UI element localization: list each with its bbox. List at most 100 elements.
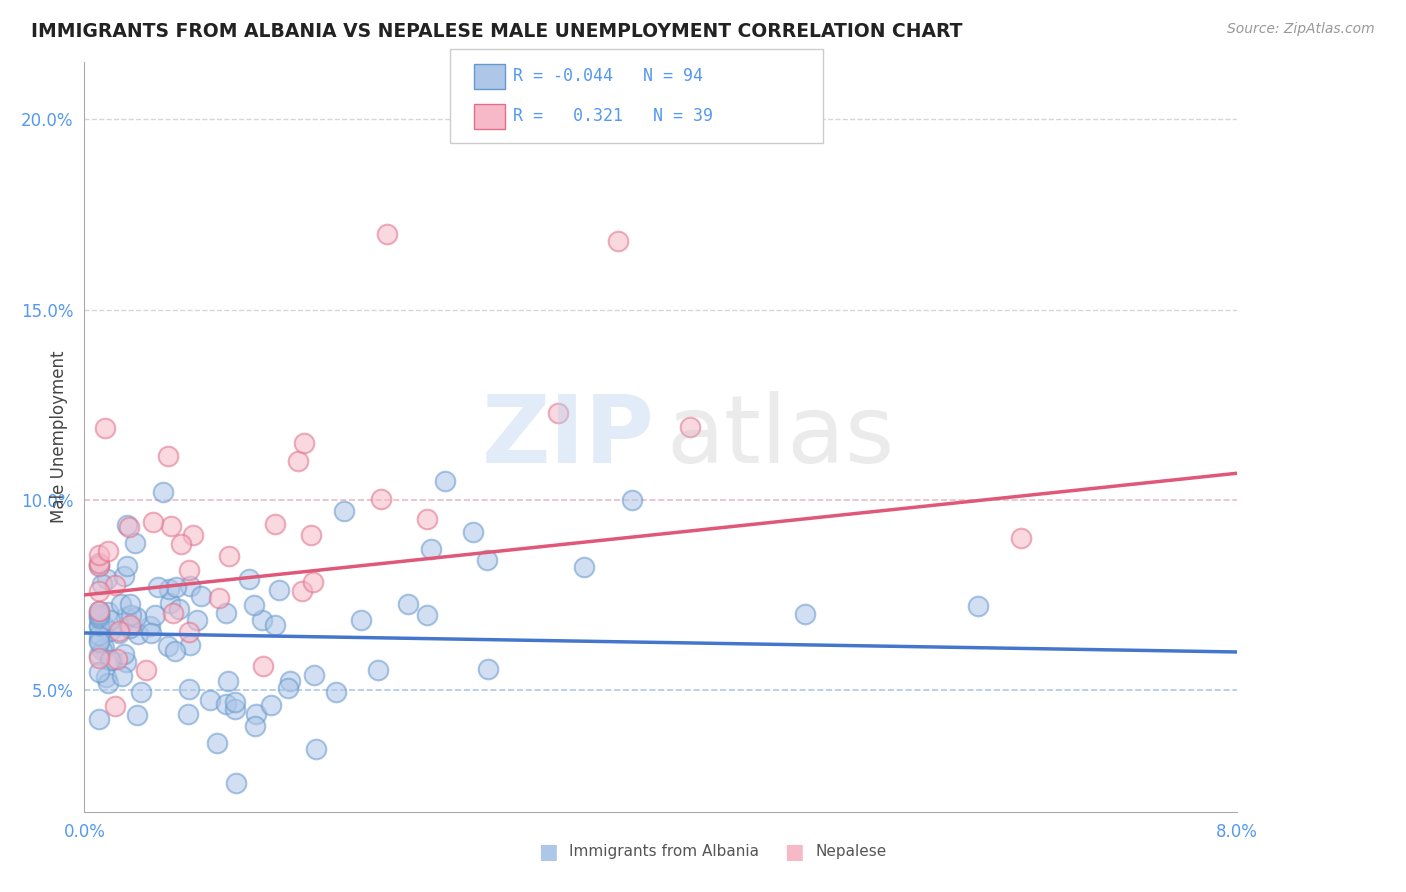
Point (97, 676, 120, 690)
Point (263, 618, 285, 632)
Point (269, 583, 291, 598)
Point (87, 618, 110, 632)
Point (475, 553, 498, 567)
Point (87, 634, 110, 648)
Point (287, 454, 309, 468)
Point (87, 604, 110, 618)
Point (87, 651, 110, 665)
Point (1010, 531, 1032, 545)
Point (238, 572, 260, 586)
Point (224, 702, 246, 716)
Point (90, 577, 112, 591)
Point (163, 644, 186, 658)
Point (165, 581, 187, 595)
Point (278, 674, 301, 689)
Point (302, 667, 325, 681)
Point (87, 604, 110, 618)
Point (87, 558, 110, 572)
Point (375, 227, 398, 241)
Point (225, 776, 247, 790)
Point (104, 698, 127, 713)
Point (98, 653, 121, 667)
Point (218, 549, 240, 563)
Point (94, 670, 117, 684)
Point (181, 528, 204, 542)
Point (572, 560, 595, 574)
Point (87, 548, 110, 562)
Point (243, 719, 266, 733)
Point (370, 492, 392, 507)
Text: R = -0.044   N = 94: R = -0.044 N = 94 (513, 67, 703, 85)
Point (135, 663, 157, 677)
Point (179, 579, 201, 593)
Point (305, 742, 328, 756)
Point (157, 449, 180, 463)
Point (292, 436, 315, 450)
Point (108, 626, 131, 640)
Point (125, 708, 148, 723)
Point (160, 519, 183, 533)
Text: Nepalese: Nepalese (815, 845, 887, 859)
Point (299, 528, 322, 542)
Text: IMMIGRANTS FROM ALBANIA VS NEPALESE MALE UNEMPLOYMENT CORRELATION CHART: IMMIGRANTS FROM ALBANIA VS NEPALESE MALE… (31, 22, 963, 41)
Point (477, 662, 499, 676)
Point (547, 406, 569, 420)
Y-axis label: Male Unemployment: Male Unemployment (49, 351, 67, 524)
Point (87, 583, 110, 598)
Point (87, 607, 110, 621)
Point (170, 537, 193, 551)
Text: ■: ■ (538, 842, 558, 862)
Point (90, 642, 112, 657)
Point (87, 712, 110, 726)
Point (111, 669, 134, 683)
Point (396, 598, 419, 612)
Point (98, 614, 121, 628)
Point (207, 591, 229, 605)
Point (420, 542, 443, 557)
Point (124, 536, 146, 550)
Point (118, 520, 141, 534)
Point (179, 682, 201, 697)
Point (101, 653, 124, 667)
Point (93, 640, 115, 655)
Point (224, 695, 246, 709)
Point (96, 572, 118, 586)
Point (87, 609, 110, 624)
Point (143, 608, 166, 623)
Point (325, 685, 347, 699)
Point (277, 681, 299, 695)
Point (967, 599, 990, 614)
Point (87, 648, 110, 662)
Point (115, 609, 138, 624)
Point (177, 624, 200, 639)
Point (159, 596, 181, 610)
Point (263, 516, 285, 531)
Point (146, 580, 169, 594)
Point (190, 589, 212, 603)
Point (110, 597, 132, 611)
Point (141, 626, 163, 640)
Point (162, 606, 184, 620)
Point (250, 613, 273, 627)
Point (97, 543, 120, 558)
Point (117, 518, 139, 533)
Point (104, 578, 127, 592)
Point (152, 484, 174, 499)
Point (87, 611, 110, 625)
Point (87, 632, 110, 647)
Point (679, 420, 702, 434)
Point (87, 556, 110, 570)
Point (794, 607, 817, 621)
Point (217, 673, 239, 688)
Point (124, 610, 146, 624)
Point (87, 558, 110, 573)
Point (186, 613, 208, 627)
Point (129, 685, 152, 699)
Point (112, 647, 135, 661)
Point (118, 598, 141, 612)
Text: atlas: atlas (666, 391, 894, 483)
Point (215, 607, 238, 621)
Point (93, 619, 115, 633)
Point (433, 474, 456, 488)
Point (215, 698, 238, 712)
